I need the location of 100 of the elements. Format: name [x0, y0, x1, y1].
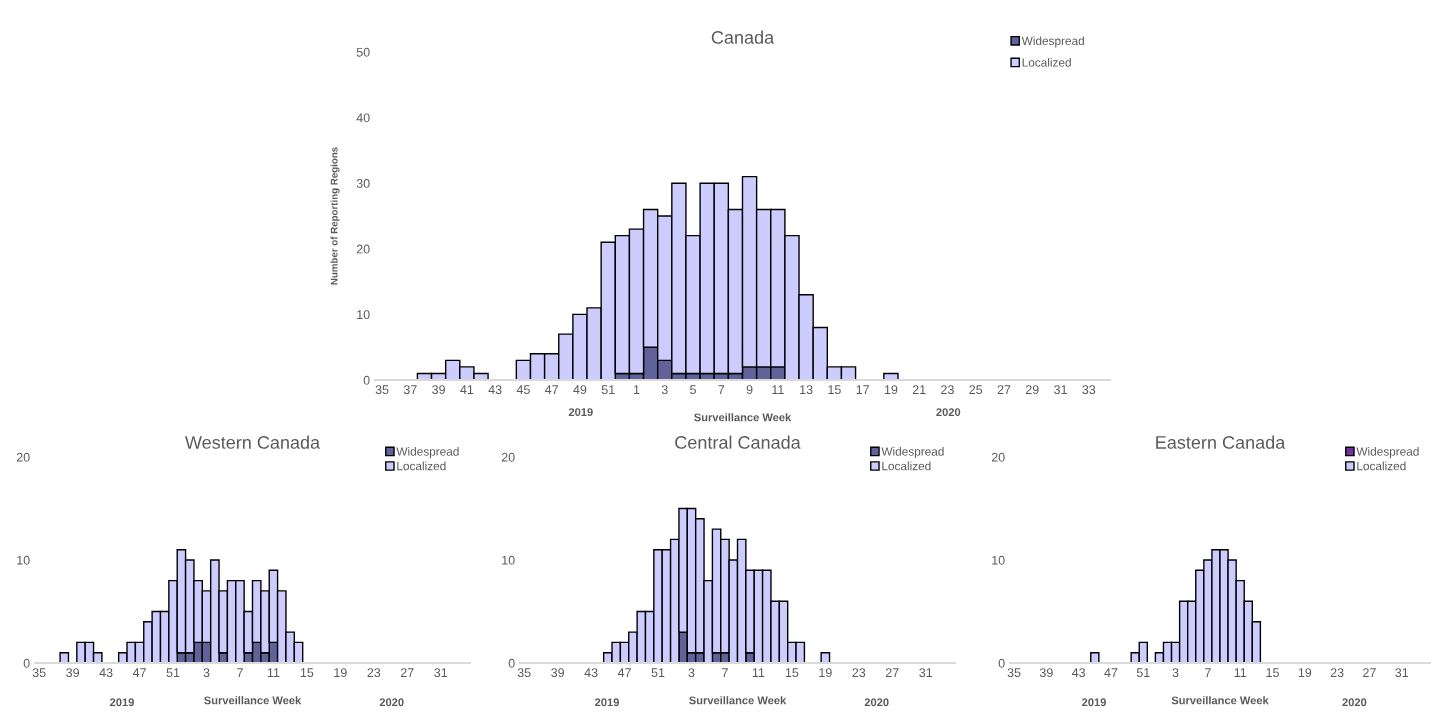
x-tick-label: 27 [997, 385, 1011, 394]
x-axis-title: Surveillance Week [204, 696, 302, 705]
text: 2019 [568, 408, 593, 417]
legend-label: Widespread [1356, 447, 1419, 459]
x-tick-label: 3 [203, 668, 210, 678]
x-tick-label: 19 [884, 385, 898, 395]
x-tick-label: 17 [856, 385, 869, 394]
x-tick-label: 3 [661, 385, 668, 395]
chart-title: Western Canada [185, 435, 321, 449]
y-tick-label: 0 [23, 658, 30, 668]
text: 2020 [936, 408, 961, 417]
x-axis-title: Surveillance Week [694, 413, 792, 422]
x-tick-label: 23 [852, 668, 866, 678]
x-tick-label: 15 [828, 385, 841, 395]
legend-label: Localized [1022, 58, 1071, 67]
chart-title: Central Canada [675, 435, 801, 449]
x-tick-label: 43 [1071, 668, 1086, 678]
x-tick-label: 51 [166, 668, 180, 678]
y-tick-label: 10 [357, 310, 370, 320]
x-tick-label: 29 [1025, 385, 1039, 395]
x-tick-label: 47 [1104, 668, 1118, 677]
y-tick-label: 20 [16, 452, 30, 462]
x-tick-label: 23 [367, 668, 381, 678]
text: 2020 [379, 698, 404, 707]
y-tick-label: 10 [17, 555, 30, 565]
y-tick-label: 0 [508, 658, 515, 668]
x-tick-label: 19 [819, 668, 832, 678]
x-tick-label: 27 [400, 668, 414, 677]
x-tick-label: 15 [300, 668, 314, 678]
x-tick-label: 7 [237, 668, 243, 677]
text: 2019 [1082, 698, 1106, 707]
text: 2019 [595, 698, 619, 707]
x-tick-label: 35 [32, 668, 46, 678]
bar [1090, 652, 1100, 663]
bar [59, 652, 70, 663]
x-tick-label: 45 [516, 385, 530, 395]
x-tick-label: 51 [651, 668, 665, 678]
x-tick-label: 27 [1363, 668, 1376, 677]
y-tick-label: 10 [992, 555, 1005, 565]
x-tick-label: 13 [800, 385, 813, 395]
chart-title: Canada [711, 30, 775, 44]
x-tick-label: 49 [573, 385, 587, 395]
y-tick-label: 50 [356, 47, 370, 57]
x-tick-label: 31 [1054, 385, 1067, 395]
chart-title: Eastern Canada [1156, 435, 1286, 449]
legend-label: Localized [1357, 461, 1406, 471]
x-tick-label: 35 [517, 668, 531, 678]
x-tick-label: 7 [722, 668, 728, 677]
x-tick-label: 7 [1205, 668, 1211, 677]
x-tick-label: 19 [1298, 668, 1312, 678]
x-tick-label: 15 [1266, 668, 1279, 678]
legend-label: Widespread [881, 447, 944, 459]
x-tick-label: 51 [1136, 668, 1150, 678]
x-tick-label: 25 [969, 385, 983, 395]
text: 2020 [1342, 698, 1367, 707]
x-tick-label: 43 [584, 668, 598, 678]
y-tick-label: 10 [502, 555, 515, 565]
x-tick-label: 11 [752, 668, 765, 677]
text: 2020 [864, 698, 889, 707]
x-tick-label: 19 [334, 668, 347, 678]
legend-label: Localized [882, 461, 931, 471]
x-tick-label: 9 [746, 385, 753, 395]
x-tick-label: 31 [919, 668, 933, 678]
x-tick-label: 3 [688, 668, 695, 678]
x-tick-label: 51 [601, 385, 615, 395]
y-tick-label: 0 [363, 375, 370, 385]
x-tick-label: 43 [488, 385, 502, 395]
x-tick-label: 37 [403, 385, 417, 395]
x-tick-label: 41 [460, 385, 474, 394]
x-tick-label: 47 [132, 668, 146, 677]
x-tick-label: 11 [1234, 668, 1247, 677]
x-tick-label: 35 [1007, 668, 1021, 678]
x-tick-label: 15 [785, 668, 799, 678]
x-tick-label: 47 [545, 385, 559, 394]
x-tick-label: 39 [66, 668, 79, 678]
x-tick-label: 39 [1039, 668, 1053, 678]
x-tick-label: 11 [267, 668, 280, 677]
x-tick-label: 3 [1172, 668, 1179, 678]
x-tick-label: 35 [375, 385, 389, 395]
x-tick-label: 33 [1082, 385, 1096, 395]
y-tick-label: 20 [501, 452, 515, 462]
legend-label: Widespread [1021, 36, 1084, 48]
y-axis-title: Number of Reporting Regions [330, 147, 340, 285]
x-tick-label: 31 [1395, 668, 1409, 678]
x-tick-label: 7 [718, 385, 725, 394]
x-tick-label: 47 [617, 668, 631, 677]
legend-label: Widespread [396, 447, 459, 459]
x-axis-title: Surveillance Week [1171, 696, 1269, 705]
x-tick-label: 23 [941, 385, 954, 395]
x-tick-label: 27 [885, 668, 899, 677]
x-tick-label: 39 [551, 668, 564, 678]
x-tick-label: 5 [690, 385, 696, 395]
x-tick-label: 23 [1330, 668, 1344, 678]
x-axis-title: Surveillance Week [689, 696, 787, 705]
legend-label: Localized [397, 461, 446, 471]
x-tick-label: 1 [633, 385, 640, 394]
y-tick-label: 40 [356, 113, 370, 123]
text: 2019 [110, 698, 134, 707]
x-tick-label: 11 [772, 385, 784, 394]
x-tick-label: 43 [99, 668, 113, 678]
